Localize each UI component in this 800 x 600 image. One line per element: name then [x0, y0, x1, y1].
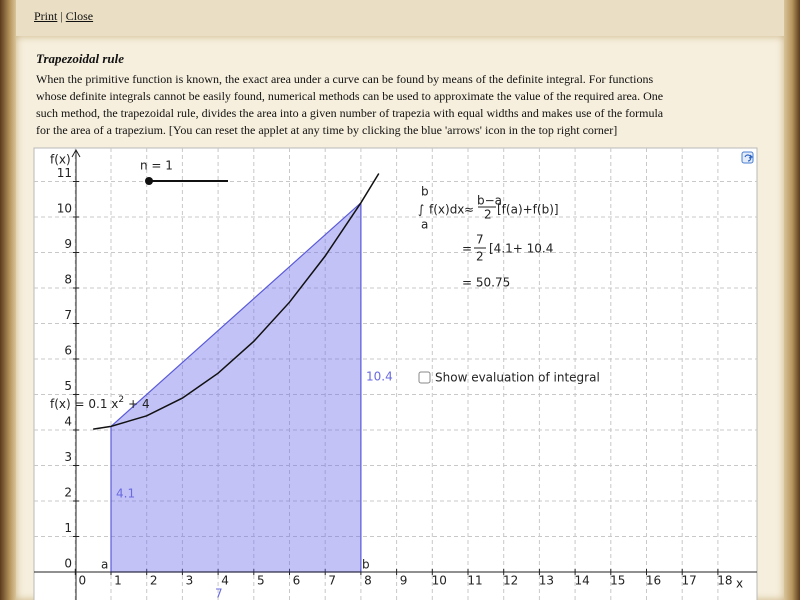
x-tick-label: 0: [78, 574, 86, 588]
x-tick-label: 15: [610, 574, 625, 588]
y-tick-label: 5: [64, 379, 72, 393]
x-axis-label: x: [736, 577, 743, 591]
reset-arrows: [744, 154, 754, 162]
paragraph: When the primitive function is known, th…: [36, 71, 663, 139]
checkbox[interactable]: [418, 371, 431, 384]
y-tick-label: 10: [57, 202, 72, 216]
paragraph-line: such method, the trapezoidal rule, divid…: [36, 106, 664, 120]
x-tick-label: 2: [150, 574, 158, 588]
formula: b ∫ a f(x)dx ≈ b−a 2 [f(a)+f(b)] = 7 2 […: [418, 185, 559, 290]
integrand: f(x)dx: [429, 203, 464, 217]
x-tick-label: 13: [539, 574, 554, 588]
x-tick-label: 11: [467, 574, 482, 588]
x-tick-label: 18: [717, 574, 732, 588]
separator: |: [60, 9, 63, 23]
function-main: f(x) = 0.1 x: [50, 397, 118, 411]
slider-handle[interactable]: [145, 177, 153, 185]
y-tick-label: 8: [64, 273, 72, 287]
right-height-label: 10.4: [366, 370, 393, 384]
width-label: 7: [215, 587, 223, 600]
x-tick-label: 6: [293, 574, 301, 588]
paragraph-line: whose definite integrals cannot be easil…: [36, 89, 664, 103]
paragraph-line: for the area of a trapezium. [You can re…: [36, 123, 618, 137]
y-tick-label: 6: [64, 344, 72, 358]
x-tick-label: 9: [400, 574, 408, 588]
y-tick-label: 3: [64, 450, 72, 464]
heading: Trapezoidal rule: [36, 51, 124, 66]
x-tick-label: 5: [257, 574, 265, 588]
approx-sign: ≈: [464, 203, 474, 217]
x-tick-label: 3: [186, 574, 194, 588]
bracket: [f(a)+f(b)]: [497, 203, 559, 217]
line3: = 50.75: [462, 276, 510, 290]
line2-numerator: 7: [476, 233, 484, 247]
slider-label: n = 1: [140, 159, 173, 173]
x-tick-label: 17: [682, 574, 697, 588]
x-tick-label: 16: [646, 574, 661, 588]
line2-bracket: [4.1+ 10.4: [489, 242, 553, 256]
grid: [34, 148, 757, 600]
x-tick-label: 8: [364, 574, 372, 588]
y-tick-label: 9: [64, 237, 72, 251]
curve: [93, 173, 380, 430]
y-tick-label: 1: [64, 521, 72, 535]
checkbox-label[interactable]: Show evaluation of integral: [435, 371, 600, 385]
integral-sign: ∫: [418, 203, 424, 217]
y-tick-label: 7: [64, 308, 72, 322]
top-bar: [16, 0, 784, 36]
x-tick-label: 14: [574, 574, 589, 588]
y-tick-label: 0: [64, 557, 72, 571]
x-tick-label: 4: [221, 574, 229, 588]
applet-frame: [33, 147, 758, 600]
print-link[interactable]: Print: [34, 9, 58, 23]
function-rest: + 4: [128, 397, 150, 411]
x-tick-label: 10: [432, 574, 447, 588]
fraction-numerator: b−a: [477, 194, 502, 208]
y-tick-label: 4: [64, 415, 72, 429]
left-height-label: 4.1: [116, 487, 135, 501]
line2-denominator: 2: [476, 250, 484, 264]
x-tick-label: 1: [114, 574, 122, 588]
lower-limit: a: [421, 218, 428, 232]
y-tick-label: 11: [57, 166, 72, 180]
fraction-denominator: 2: [484, 208, 492, 222]
paragraph-line: When the primitive function is known, th…: [36, 72, 654, 86]
close-link[interactable]: Close: [65, 9, 94, 23]
y-tick-label: 2: [64, 486, 72, 500]
point-b: b: [362, 558, 370, 572]
line2-equals: =: [462, 242, 472, 256]
nav: Print | Close: [34, 9, 93, 24]
x-tick-label: 12: [503, 574, 518, 588]
function-power: 2: [118, 395, 124, 405]
x-tick-label: 7: [328, 574, 336, 588]
upper-limit: b: [421, 185, 429, 199]
function-label: f(x) = 0.1 x2 + 4: [50, 395, 150, 411]
point-a: a: [101, 558, 108, 572]
y-axis-arrow: [71, 148, 81, 158]
y-axis-label: f(x): [50, 153, 71, 167]
